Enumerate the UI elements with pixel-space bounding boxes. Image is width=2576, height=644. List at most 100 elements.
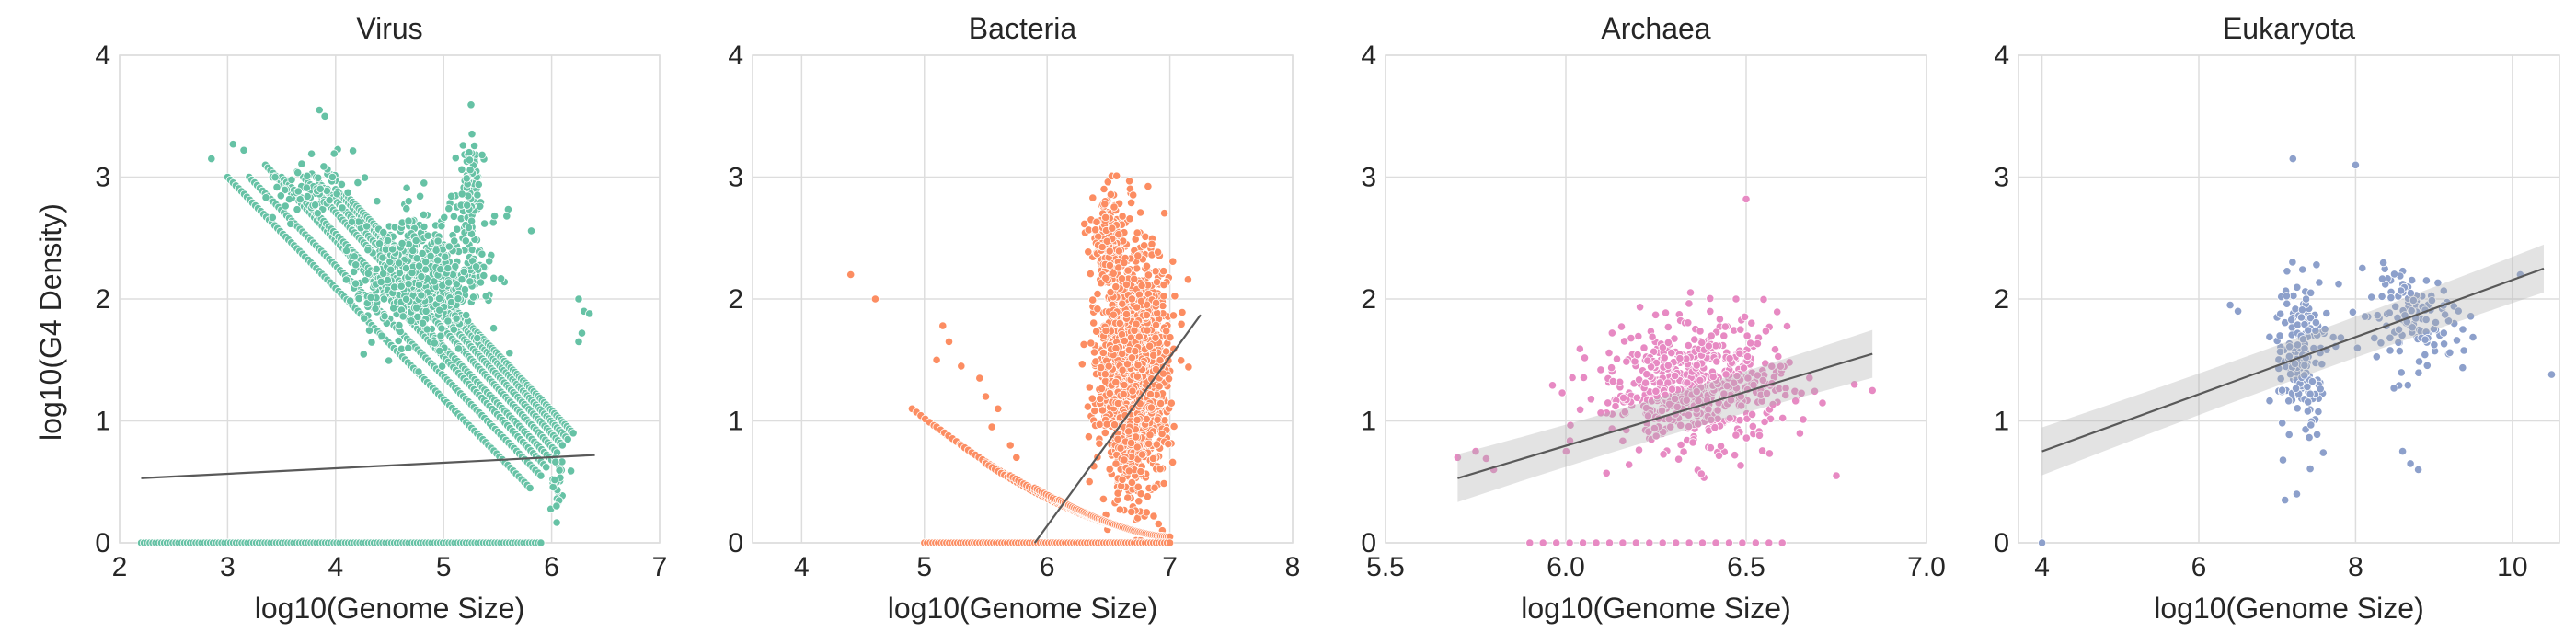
data-point: [1641, 378, 1650, 387]
data-point: [293, 205, 302, 214]
data-point: [1751, 538, 1760, 547]
y-tick-label: 1: [95, 407, 110, 437]
data-point: [1711, 538, 1720, 547]
data-point: [574, 294, 583, 304]
data-point: [1770, 345, 1780, 354]
data-point: [1115, 505, 1125, 514]
data-point: [1612, 354, 1622, 363]
data-point: [1156, 398, 1166, 408]
data-point: [1113, 398, 1122, 408]
data-point: [489, 324, 499, 333]
data-point: [1091, 357, 1100, 366]
data-point: [1083, 402, 1093, 411]
y-tick-label: 3: [1994, 163, 2009, 193]
data-point: [414, 280, 424, 290]
data-point: [932, 355, 941, 364]
data-point: [1087, 394, 1097, 403]
data-point: [496, 274, 506, 283]
data-point: [2293, 404, 2302, 413]
data-point: [461, 236, 470, 246]
data-point: [462, 310, 471, 320]
data-point: [1124, 427, 1133, 436]
data-point: [1724, 538, 1734, 547]
data-point: [1112, 171, 1121, 180]
data-point: [1184, 362, 1193, 372]
data-point: [1086, 269, 1095, 279]
data-point: [1742, 331, 1752, 340]
data-point: [1127, 507, 1136, 516]
data-point: [1736, 461, 1745, 470]
data-point: [315, 106, 324, 115]
data-point: [1160, 209, 1169, 218]
y-tick-label: 1: [728, 407, 743, 437]
data-point: [1133, 251, 1143, 260]
data-point: [1142, 414, 1151, 424]
data-point: [337, 179, 346, 189]
data-point: [397, 282, 406, 291]
data-point: [1576, 405, 1585, 414]
data-point: [1748, 409, 1757, 419]
data-point: [1685, 538, 1694, 547]
data-point: [1648, 332, 1657, 341]
data-point: [1643, 356, 1652, 365]
data-point: [1579, 373, 1589, 382]
data-point: [558, 441, 567, 450]
data-point: [471, 262, 481, 271]
data-point: [1146, 403, 1156, 412]
data-point: [1099, 184, 1109, 194]
y-tick-label: 0: [95, 528, 110, 558]
data-point: [1558, 388, 1567, 397]
data-point: [505, 349, 514, 358]
data-point: [1777, 538, 1787, 547]
data-point: [313, 209, 322, 218]
data-point: [398, 312, 408, 321]
data-point: [1735, 416, 1744, 425]
data-point: [574, 337, 583, 346]
data-point: [1120, 336, 1129, 346]
data-point: [1104, 362, 1113, 371]
data-point: [1660, 353, 1669, 362]
data-point: [360, 173, 370, 182]
data-point: [1773, 307, 1782, 316]
y-tick-label: 3: [95, 163, 110, 193]
data-point: [1748, 421, 1757, 431]
data-point: [404, 343, 413, 352]
data-point: [1111, 459, 1121, 468]
data-point: [1145, 341, 1155, 351]
data-point: [1765, 449, 1775, 458]
data-point: [1671, 371, 1680, 381]
data-point: [1109, 269, 1118, 278]
panel-title: Archaea: [1601, 12, 1710, 45]
data-point: [1159, 267, 1168, 276]
data-point: [552, 501, 561, 511]
data-point: [550, 475, 559, 485]
data-point: [981, 392, 991, 401]
data-point: [420, 222, 429, 232]
data-point: [1778, 413, 1788, 422]
data-point: [1115, 318, 1124, 328]
data-point: [938, 321, 948, 330]
data-point: [1105, 388, 1114, 398]
y-tick-label: 0: [1361, 528, 1376, 558]
data-point: [1123, 493, 1133, 502]
data-point: [452, 314, 461, 323]
data-point: [1714, 451, 1724, 460]
data-point: [1120, 380, 1129, 390]
data-point: [1087, 339, 1096, 348]
data-point: [377, 331, 386, 340]
data-point: [1101, 273, 1110, 282]
data-point: [1150, 483, 1159, 492]
data-point: [1101, 326, 1110, 335]
data-point: [1725, 353, 1734, 363]
x-tick-label: 10: [2497, 552, 2527, 582]
data-point: [489, 212, 500, 221]
data-point: [431, 246, 441, 255]
data-point: [261, 193, 270, 202]
data-point: [1868, 385, 1877, 395]
data-point: [401, 263, 411, 273]
x-tick-label: 6.5: [1727, 552, 1765, 582]
figure-ylabel: log10(G4 Density): [34, 203, 67, 441]
data-point: [293, 168, 303, 178]
data-point: [1154, 247, 1163, 257]
